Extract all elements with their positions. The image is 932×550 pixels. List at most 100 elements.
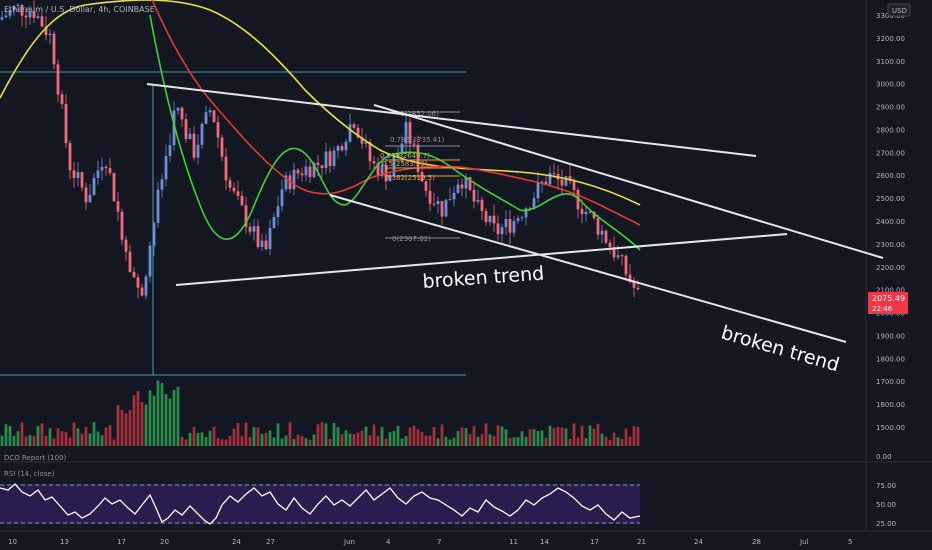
candle-body [488,215,492,223]
volume-bar [16,431,20,446]
candle-body [380,164,384,177]
volume-bar [32,435,36,446]
volume-bar [416,429,420,446]
candle-body [188,133,192,140]
candle-body [140,287,144,296]
candle-body [40,16,44,27]
time-tick-label: Jul [799,538,809,546]
candle-body [388,175,392,182]
volume-bar [456,431,460,446]
candle-body [428,190,432,204]
candle-body [332,150,336,166]
candle-body [120,211,124,240]
volume-bar [76,428,80,446]
lower-channel-trendline-broken[interactable] [329,194,847,343]
upper-channel-trendline[interactable] [373,104,884,259]
currency-label: USD [892,7,907,15]
price-tick-label: 3200.00 [876,35,905,43]
volume-bar [588,425,592,446]
volume-bar [500,426,504,446]
candle-body [16,4,20,7]
candle-body [608,242,612,248]
volume-bar [616,437,620,446]
volume-bar [188,432,192,446]
candle-body [580,209,584,214]
volume-bar [396,425,400,446]
candle-body [460,184,464,189]
volume-bar [472,426,476,446]
candle-body [340,146,344,151]
time-tick-label: 20 [160,538,169,546]
current-price-countdown: 22:46 [872,305,893,313]
candle-body [432,203,436,205]
volume-bar [176,386,180,446]
volume-bar [392,431,396,446]
green-moving-average [149,14,641,251]
volume-bar [620,438,624,446]
volume-bar [300,436,304,446]
volume-bar [24,436,28,446]
candle-body [100,166,104,171]
volume-bar [428,435,432,446]
candle-body [400,143,404,154]
candle-body [560,179,564,186]
price-tick-label: 2600.00 [876,172,905,180]
candle-body [192,133,196,158]
volume-bar [576,437,580,446]
time-tick-label: 14 [540,538,549,546]
candle-body [52,33,56,65]
candle-body [404,122,408,144]
candle-body [208,110,212,113]
candle-body [20,4,24,16]
candle-body [508,218,512,233]
candle-body [316,162,320,166]
candle-body [68,143,72,171]
volume-bar [184,439,188,446]
volume-bar [320,422,324,446]
volume-bar [524,436,528,446]
lower-wedge-trendline-broken[interactable] [175,233,788,286]
time-tick-label: 24 [694,538,703,546]
rsi-indicator-label[interactable]: RSI (14, close) [4,470,55,478]
candle-body [112,173,116,202]
currency-badge[interactable] [887,3,911,17]
volume-bar [64,432,68,446]
candle-body [492,215,496,224]
volume-bar [376,435,380,446]
candle-body [132,271,136,278]
upper-wedge-trendline[interactable] [146,83,757,157]
volume-bar [272,437,276,446]
volume-bar [412,425,416,446]
candle-body [396,153,400,159]
candle-body [584,211,588,214]
price-tick-label: 2100.00 [876,287,905,295]
volume-bar [580,425,584,446]
candle-body [184,119,188,140]
volume-bar [112,439,116,446]
candle-body [168,145,172,156]
candle-body [444,199,448,217]
volume-bar [544,437,548,446]
time-tick-label: 21 [637,538,646,546]
candle-body [4,15,8,18]
volume-bar [304,438,308,446]
volume-bar [604,436,608,446]
candle-body [484,211,488,223]
volume-bar [280,438,284,446]
candle-body [156,189,160,223]
candle-body [612,247,616,258]
candle-body [564,176,568,186]
price-tick-label: 1900.00 [876,332,905,340]
volume-indicator-label[interactable]: DCO Report (100) [4,454,67,462]
volume-bar [228,435,232,446]
rsi-tick-label: 50.00 [876,501,896,509]
candle-body [604,230,608,243]
volume-bar [572,423,576,446]
volume-bar [432,426,436,446]
candle-body [552,172,556,174]
volume-bar [88,433,92,446]
time-axis[interactable]: 10 13 17 20 24 27 Jun 4 7 11 14 17 21 24 28 Jul 5 [8,538,852,546]
